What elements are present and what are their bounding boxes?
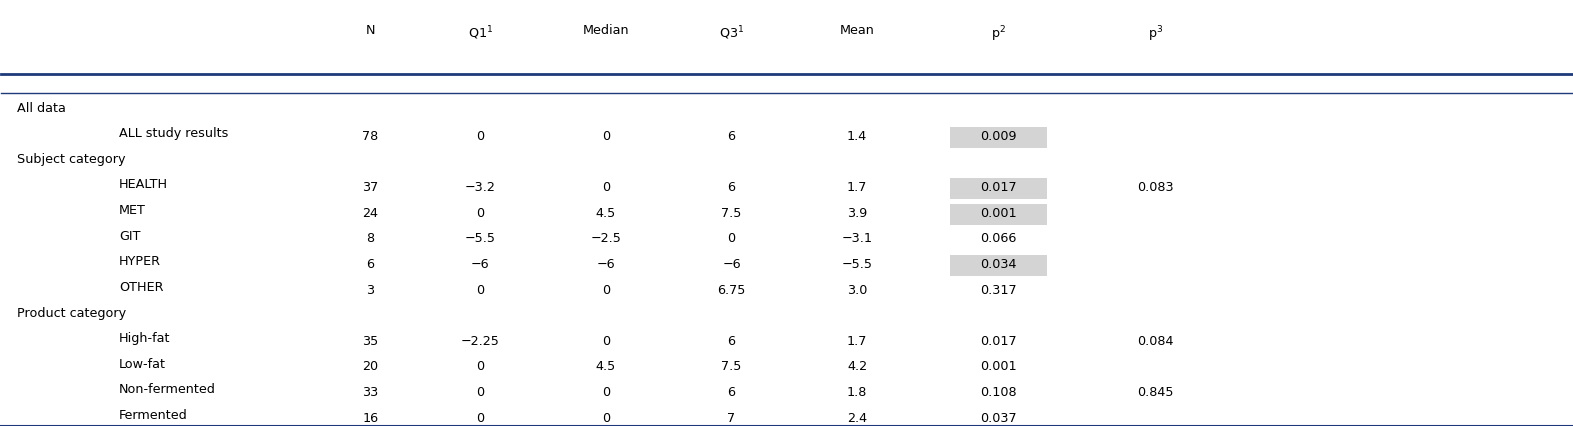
Text: 1.7: 1.7	[846, 335, 867, 348]
FancyBboxPatch shape	[950, 255, 1048, 276]
Text: 0: 0	[602, 130, 610, 143]
Text: 0.017: 0.017	[980, 335, 1016, 348]
Text: Mean: Mean	[840, 24, 875, 37]
Text: 7.5: 7.5	[722, 207, 742, 220]
Text: 0.066: 0.066	[980, 232, 1016, 245]
Text: HYPER: HYPER	[120, 255, 160, 268]
Text: −6: −6	[470, 258, 489, 271]
Text: 6: 6	[728, 130, 736, 143]
Text: −2.5: −2.5	[590, 232, 621, 245]
Text: −6: −6	[722, 258, 741, 271]
Text: 0.017: 0.017	[980, 181, 1016, 194]
Text: 0.037: 0.037	[980, 412, 1016, 425]
Text: 6: 6	[728, 335, 736, 348]
Text: 2.4: 2.4	[848, 412, 867, 425]
Text: 7: 7	[727, 412, 736, 425]
Text: 0.009: 0.009	[980, 130, 1016, 143]
Text: GIT: GIT	[120, 230, 140, 243]
Text: 0.083: 0.083	[1137, 181, 1173, 194]
Text: Fermented: Fermented	[120, 409, 187, 422]
Text: 0: 0	[602, 181, 610, 194]
Text: 0: 0	[477, 207, 484, 220]
FancyBboxPatch shape	[950, 409, 1048, 426]
Text: 0.108: 0.108	[980, 386, 1016, 399]
Text: HEALTH: HEALTH	[120, 178, 168, 191]
FancyBboxPatch shape	[950, 204, 1048, 225]
Text: 0: 0	[477, 360, 484, 374]
Text: −5.5: −5.5	[842, 258, 873, 271]
Text: 8: 8	[367, 232, 374, 245]
Text: Q3$^1$: Q3$^1$	[719, 24, 744, 42]
Text: 0: 0	[602, 412, 610, 425]
Text: 0: 0	[602, 284, 610, 296]
Text: 3: 3	[367, 284, 374, 296]
Text: 6: 6	[728, 386, 736, 399]
Text: High-fat: High-fat	[120, 332, 170, 345]
Text: 0: 0	[477, 386, 484, 399]
Text: 6: 6	[728, 181, 736, 194]
Text: 0: 0	[602, 386, 610, 399]
Text: 0: 0	[727, 232, 736, 245]
Text: 0: 0	[602, 335, 610, 348]
Text: MET: MET	[120, 204, 146, 217]
Text: −6: −6	[596, 258, 615, 271]
FancyBboxPatch shape	[950, 178, 1048, 199]
Text: 3.0: 3.0	[846, 284, 867, 296]
Text: 33: 33	[362, 386, 379, 399]
Text: Subject category: Subject category	[17, 153, 126, 166]
Text: 6.75: 6.75	[717, 284, 746, 296]
Text: −2.25: −2.25	[461, 335, 500, 348]
Text: OTHER: OTHER	[120, 281, 164, 294]
Text: Product category: Product category	[17, 307, 126, 320]
Text: Q1$^1$: Q1$^1$	[467, 24, 492, 42]
Text: 7.5: 7.5	[722, 360, 742, 374]
Text: 4.5: 4.5	[596, 360, 617, 374]
FancyBboxPatch shape	[950, 332, 1048, 353]
FancyBboxPatch shape	[950, 127, 1048, 148]
Text: 0.317: 0.317	[980, 284, 1016, 296]
Text: 1.7: 1.7	[846, 181, 867, 194]
Text: Low-fat: Low-fat	[120, 358, 167, 371]
Text: −3.2: −3.2	[466, 181, 495, 194]
Text: 37: 37	[362, 181, 379, 194]
FancyBboxPatch shape	[950, 358, 1048, 378]
Text: 24: 24	[362, 207, 379, 220]
Text: −3.1: −3.1	[842, 232, 873, 245]
Text: 0.001: 0.001	[980, 207, 1016, 220]
Text: −5.5: −5.5	[464, 232, 495, 245]
Text: 0.001: 0.001	[980, 360, 1016, 374]
Text: 0: 0	[477, 130, 484, 143]
Text: 6: 6	[367, 258, 374, 271]
Text: 20: 20	[362, 360, 379, 374]
Text: p$^2$: p$^2$	[991, 24, 1007, 44]
Text: 0.034: 0.034	[980, 258, 1016, 271]
Text: 1.4: 1.4	[846, 130, 867, 143]
Text: 4.5: 4.5	[596, 207, 617, 220]
Text: 4.2: 4.2	[848, 360, 867, 374]
Text: Median: Median	[582, 24, 629, 37]
Text: ALL study results: ALL study results	[120, 127, 228, 140]
Text: 0.845: 0.845	[1137, 386, 1173, 399]
Text: 3.9: 3.9	[846, 207, 867, 220]
Text: 0: 0	[477, 284, 484, 296]
Text: 0.084: 0.084	[1137, 335, 1173, 348]
Text: Non-fermented: Non-fermented	[120, 383, 216, 397]
Text: 16: 16	[362, 412, 379, 425]
Text: 35: 35	[362, 335, 379, 348]
Text: 1.8: 1.8	[846, 386, 867, 399]
Text: 78: 78	[362, 130, 379, 143]
Text: 0: 0	[477, 412, 484, 425]
Text: All data: All data	[17, 101, 66, 115]
Text: N: N	[365, 24, 374, 37]
Text: p$^3$: p$^3$	[1148, 24, 1162, 44]
